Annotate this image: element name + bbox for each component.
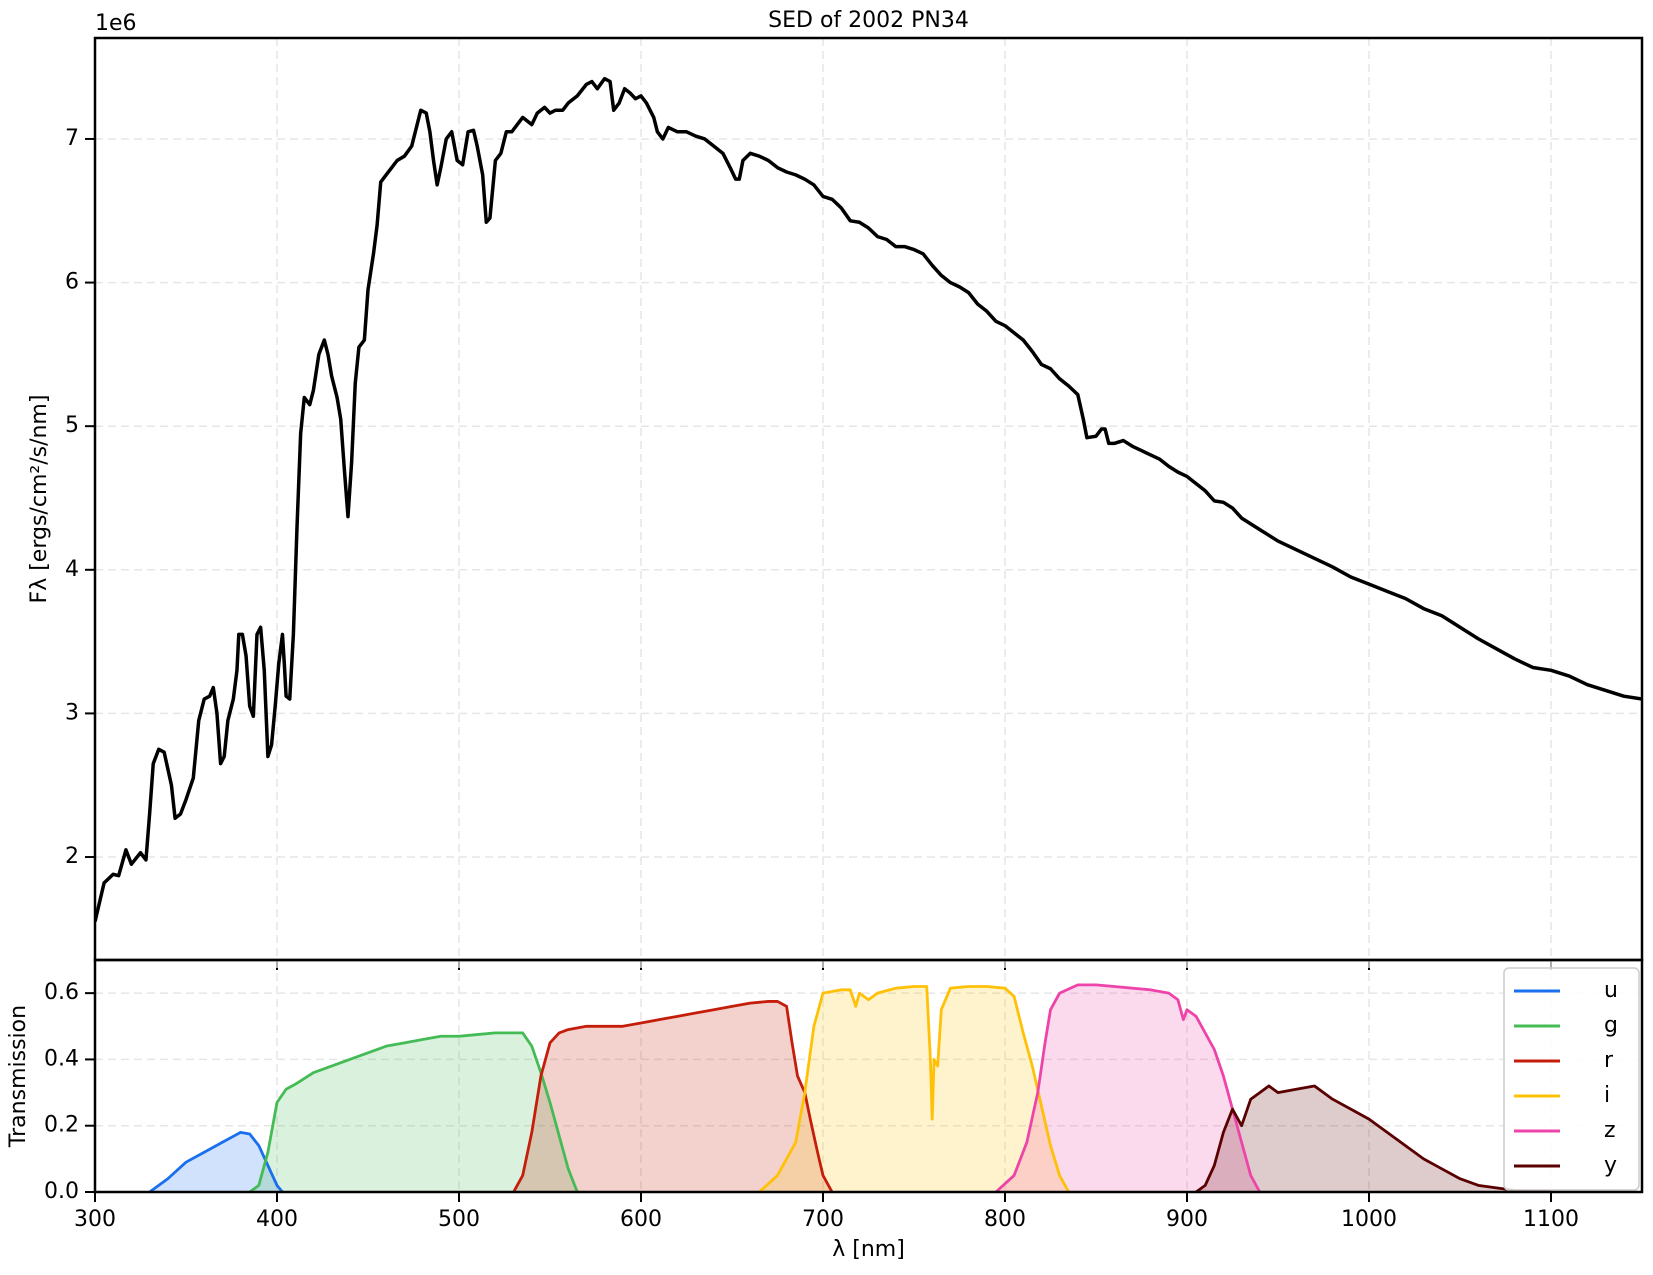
y-axis-label: Fλ [ergs/cm²/s/nm]: [27, 395, 52, 604]
legend-box: [1503, 967, 1640, 1191]
x-tick-label: 1100: [1523, 1207, 1579, 1232]
x-tick-label: 1000: [1341, 1207, 1397, 1232]
band-fill: [513, 1001, 833, 1192]
legend-label: u: [1604, 978, 1618, 1003]
plot-area: [95, 76, 1642, 923]
y-axis-label: Transmission: [6, 1005, 31, 1148]
x-tick-label: 900: [1166, 1207, 1208, 1232]
band-fill: [149, 1132, 283, 1192]
legend-label: r: [1604, 1048, 1614, 1073]
band-line: [148, 1130, 284, 1192]
y-tick-label: 4: [65, 557, 79, 582]
band-fill: [249, 1032, 578, 1192]
y-tick-label: 6: [65, 270, 79, 295]
panel: 300 400 500 600 700 800 900 1000 1100 0.0 0.2 0.4 0.…: [6, 958, 1644, 1262]
band-fill: [759, 986, 1069, 1192]
x-tick-label: 300: [74, 1207, 116, 1232]
band-line: [512, 1000, 834, 1192]
x-tick-label: 800: [984, 1207, 1026, 1232]
x-tick-label: 700: [802, 1207, 844, 1232]
band-line: [994, 983, 1262, 1192]
legend-label: y: [1604, 1153, 1617, 1178]
y-tick-label: 5: [65, 413, 79, 438]
x-tick-label: 600: [620, 1207, 662, 1232]
y-tick-label: 3: [65, 700, 79, 725]
band-line: [1195, 1084, 1552, 1192]
band-fill: [1196, 1085, 1551, 1192]
y-tick-label: 0.6: [44, 980, 79, 1005]
y-tick-label: 2: [65, 844, 79, 869]
band-fill: [995, 984, 1260, 1192]
legend-label: z: [1604, 1118, 1616, 1143]
x-tick-label: 500: [438, 1207, 480, 1232]
axes-frame: [93, 958, 1644, 1194]
band-line: [758, 985, 1070, 1192]
y-tick-label: 0.0: [44, 1179, 79, 1204]
chart-title: SED of 2002 PN34: [768, 8, 969, 33]
x-tick-label: 400: [256, 1207, 298, 1232]
y-tick-label: 0.2: [44, 1113, 79, 1138]
sed-line: [95, 76, 1642, 923]
y-offset-label: 1e6: [95, 11, 137, 36]
plot-area: [148, 983, 1552, 1192]
x-axis-label: λ [nm]: [832, 1237, 905, 1262]
y-tick-label: 7: [65, 126, 79, 151]
y-tick-label: 0.4: [44, 1046, 79, 1071]
legend-label: g: [1604, 1013, 1618, 1038]
panel: 2 3 4 5 6 7 SED of 2002 PN34 1e6 Fλ [ergs/cm²/s/…: [27, 8, 1644, 970]
legend-label: i: [1604, 1083, 1610, 1108]
